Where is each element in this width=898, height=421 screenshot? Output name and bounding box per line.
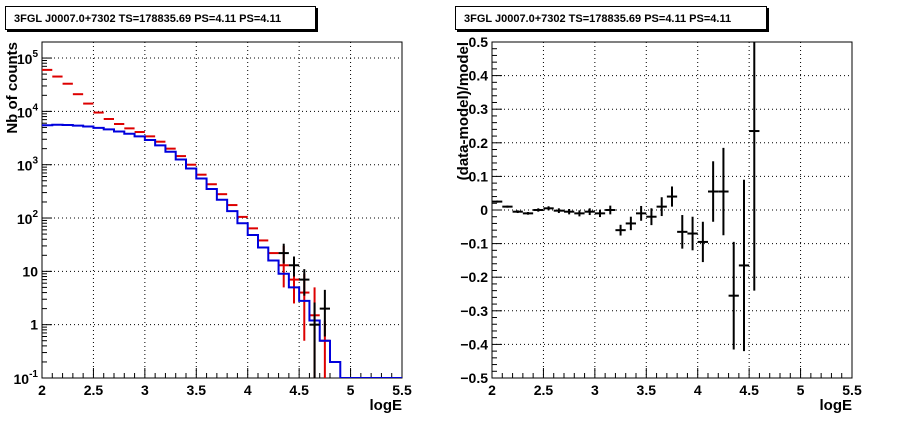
y-tick-label: 0.5 — [469, 34, 489, 50]
x-tick-label: 5 — [797, 382, 805, 398]
y-tick-label: 102 — [17, 209, 39, 227]
data-layer — [492, 42, 760, 352]
counts-panel: 2 2.5 3 3.5 4 4.5 5 5.5 10-1 1 10 102 103 104 105 logE N… — [4, 41, 412, 414]
x-tick-label: 5.5 — [392, 382, 412, 398]
x-tick-label: 3 — [591, 382, 599, 398]
right-chart-title: 3FGL J0007.0+7302 TS=178835.69 PS=4.11 P… — [455, 6, 767, 30]
y-tick-label: 10 — [22, 263, 38, 279]
x-tick-label: 4 — [694, 382, 702, 398]
x-tick-label: 3.5 — [637, 382, 657, 398]
x-axis-label: logE — [820, 397, 853, 414]
y-tick-label: 0.3 — [469, 101, 489, 117]
y-axis-label: (data-model)/model — [455, 42, 472, 180]
x-tick-label: 4.5 — [739, 382, 759, 398]
y-tick-label: 1 — [30, 317, 38, 333]
y-tick-label: −0.5 — [460, 370, 488, 386]
y-tick-label: 0.4 — [469, 68, 489, 84]
y-tick-label: 0 — [480, 202, 488, 218]
y-tick-label: −0.3 — [460, 303, 488, 319]
x-tick-label: 2.5 — [534, 382, 554, 398]
y-tick-label: −0.2 — [460, 269, 488, 285]
x-tick-label: 4.5 — [289, 382, 309, 398]
model-step-line — [42, 123, 402, 378]
x-tick-label: 2 — [488, 382, 496, 398]
y-tick-label: −0.4 — [460, 336, 488, 352]
x-tick-label: 2 — [38, 382, 46, 398]
y-tick-label: 10-1 — [14, 369, 39, 387]
plot-frame — [41, 41, 403, 379]
y-tick-label: −0.1 — [460, 236, 488, 252]
y-axis-label: Nb of counts — [4, 42, 21, 134]
x-axis-label: logE — [370, 397, 403, 414]
y-tick-label: 105 — [17, 49, 39, 67]
y-tick-label: 103 — [17, 156, 39, 174]
x-tick-label: 5.5 — [842, 382, 862, 398]
residuals-panel: 2 2.5 3 3.5 4 4.5 5 5.5 −0.5 −0.4 −0.3 −0.2 −0.1 0 0.1… — [455, 34, 862, 414]
x-tick-label: 5 — [347, 382, 355, 398]
x-tick-label: 2.5 — [84, 382, 104, 398]
y-tick-label: 104 — [17, 102, 39, 120]
left-chart-title: 3FGL J0007.0+7302 TS=178835.69 PS=4.11 P… — [5, 6, 316, 30]
y-tick-label: 0.1 — [469, 168, 489, 184]
y-tick-label: 0.2 — [469, 135, 489, 151]
x-tick-label: 3.5 — [187, 382, 207, 398]
data-layer — [42, 68, 402, 378]
x-tick-label: 4 — [244, 382, 252, 398]
x-tick-label: 3 — [141, 382, 149, 398]
